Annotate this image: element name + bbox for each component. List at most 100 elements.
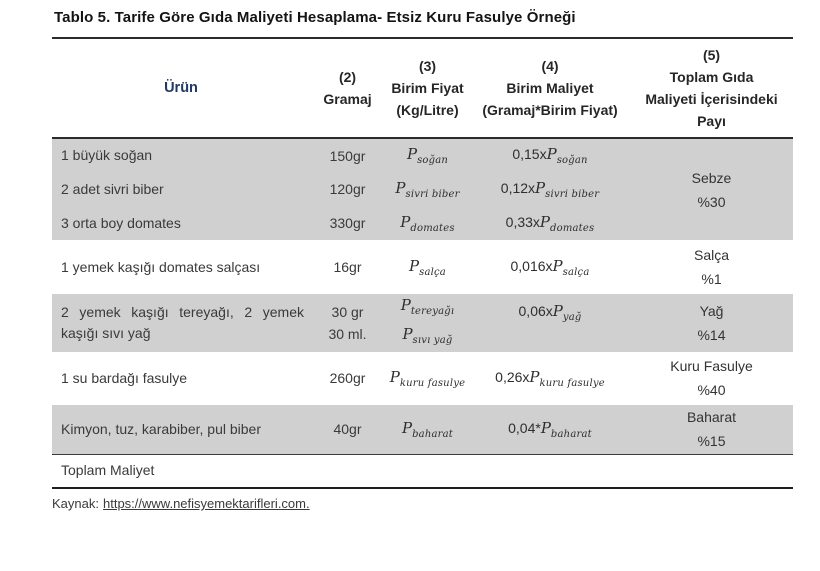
share-label: Yağ — [699, 302, 724, 319]
header-birim-fiyat-number: (3) — [418, 58, 437, 74]
header-toplam-pay-number: (5) — [702, 47, 721, 63]
price-symbol: P — [400, 212, 411, 231]
cost-coefficient: 0,06x — [518, 303, 553, 319]
unit-cost-cell: 0,26xPkuru fasulye — [470, 352, 630, 405]
cost-coefficient: 0,12x — [500, 179, 536, 196]
price-symbol: P — [406, 145, 418, 164]
share-cell: Yağ %14 — [630, 294, 793, 352]
price-subscript: kuru fasulye — [399, 377, 466, 389]
gramaj-cell: 260gr — [329, 370, 366, 387]
header-gramaj-number: (2) — [338, 69, 357, 85]
unit-price-cell: Pbaharat — [385, 404, 470, 455]
share-cell: Baharat %15 — [630, 404, 793, 455]
unit-price-cell: Pkuru fasulye — [385, 352, 470, 405]
price-symbol: P — [402, 324, 413, 343]
gramaj-cell: 40gr — [310, 404, 385, 455]
cost-coefficient: 0,016x — [510, 257, 553, 274]
cost-subscript: yağ — [562, 311, 582, 323]
gramaj-cell: 120gr — [310, 172, 385, 206]
share-cell: Salça %1 — [630, 240, 793, 294]
product-cell: 1 büyük soğan — [52, 138, 310, 172]
share-group-label: Sebze — [691, 169, 732, 186]
header-birim-fiyat-label: Birim Fiyat (Kg/Litre) — [391, 80, 464, 118]
header-birim-maliyet: (4) Birim Maliyet (Gramaj*Birim Fiyat) — [470, 38, 630, 138]
share-label: Salça — [693, 247, 730, 263]
share-cell: Kuru Fasulye %40 — [630, 352, 793, 405]
header-row: Ürün (2) Gramaj (3) Birim Fiyat (Kg/Litr… — [52, 38, 793, 138]
share-pct: %1 — [701, 271, 722, 287]
unit-price-cell: Ptereyağı Psıvı yağ — [385, 294, 470, 352]
unit-cost-cell: 0,06xPyağ — [470, 294, 630, 352]
table-row: 2 yemek kaşığı tereyağı, 2 yemek kaşığı … — [52, 294, 793, 352]
header-birim-fiyat: (3) Birim Fiyat (Kg/Litre) — [385, 38, 470, 138]
table-title: Tablo 5. Tarife Göre Gıda Maliyeti Hesap… — [54, 9, 576, 26]
table-container: Ürün (2) Gramaj (3) Birim Fiyat (Kg/Litr… — [52, 37, 793, 489]
price-symbol: P — [535, 178, 546, 197]
unit-cost-cell: 0,12xPsivri biber — [470, 172, 630, 206]
unit-cost-cell: 0,15xPsoğan — [470, 138, 630, 172]
source-label: Kaynak: — [52, 496, 99, 511]
product-cell: 1 su bardağı fasulye — [61, 369, 188, 386]
share-group-pct: %30 — [697, 193, 726, 210]
price-subscript: sivri biber — [405, 188, 460, 200]
gramaj-line2: 30 ml. — [328, 325, 367, 342]
gramaj-cell: 16gr — [333, 259, 362, 275]
unit-cost-cell: 0,04*Pbaharat — [470, 404, 630, 455]
product-cell: 2 yemek kaşığı tereyağı, 2 yemek kaşığı … — [52, 294, 310, 352]
price-subscript: sıvı yağ — [412, 334, 453, 346]
total-cost-label: Toplam Maliyet — [52, 454, 793, 488]
cost-subscript: sivri biber — [545, 188, 600, 200]
cost-coefficient: 0,26x — [495, 368, 530, 385]
header-gramaj-label: Gramaj — [323, 91, 372, 107]
header-birim-maliyet-label: Birim Maliyet (Gramaj*Birim Fiyat) — [482, 80, 618, 118]
gramaj-cell: 150gr — [310, 138, 385, 172]
cost-subscript: kuru fasulye — [539, 377, 605, 389]
share-label: Kuru Fasulye — [670, 358, 753, 375]
cost-coefficient: 0,33x — [505, 213, 540, 230]
share-pct: %15 — [697, 433, 726, 450]
share-cell: Sebze %30 — [630, 138, 793, 240]
product-cell: 1 yemek kaşığı domates salçası — [61, 258, 261, 275]
price-symbol: P — [409, 256, 420, 275]
total-cost-row: Toplam Maliyet — [52, 454, 793, 488]
table-row: 3 orta boy domates 330gr Pdomates 0,33xP… — [52, 206, 793, 240]
price-symbol: P — [401, 418, 413, 437]
cost-subscript: soğan — [556, 154, 588, 166]
food-cost-table: Ürün (2) Gramaj (3) Birim Fiyat (Kg/Litr… — [52, 37, 793, 489]
unit-price-cell: Psivri biber — [385, 172, 470, 206]
price-symbol: P — [539, 212, 550, 231]
table-row: 1 su bardağı fasulye 260gr Pkuru fasulye… — [52, 352, 793, 405]
cost-subscript: domates — [550, 222, 595, 234]
unit-cost-cell: 0,016xPsalça — [470, 240, 630, 294]
gramaj-cell: 330gr — [310, 206, 385, 240]
price-symbol: P — [552, 302, 563, 320]
price-symbol: P — [540, 418, 551, 437]
price-subscript: salça — [419, 266, 446, 278]
price-subscript: baharat — [412, 428, 454, 440]
unit-price-cell: Psalça — [385, 240, 470, 294]
header-gramaj: (2) Gramaj — [310, 38, 385, 138]
table-row: Kimyon, tuz, karabiber, pul biber 40gr P… — [52, 404, 793, 455]
header-toplam-pay: (5) Toplam Gıda Maliyeti İçerisindeki Pa… — [630, 38, 793, 138]
source-link[interactable]: https://www.nefisyemektarifleri.com. — [102, 496, 310, 511]
table-row: 2 adet sivri biber 120gr Psivri biber 0,… — [52, 172, 793, 206]
header-birim-maliyet-number: (4) — [541, 58, 559, 74]
share-pct: %40 — [697, 382, 726, 399]
price-subscript: soğan — [417, 154, 449, 166]
table-row: 1 yemek kaşığı domates salçası 16gr Psal… — [52, 240, 793, 294]
price-symbol: P — [389, 367, 400, 386]
header-toplam-pay-label: Toplam Gıda Maliyeti İçerisindeki Payı — [645, 69, 778, 129]
share-pct: %14 — [697, 326, 726, 343]
cost-subscript: salça — [562, 266, 590, 278]
unit-cost-cell: 0,33xPdomates — [470, 206, 630, 240]
price-symbol: P — [546, 145, 557, 164]
cost-coefficient: 0,04* — [508, 419, 541, 436]
header-urun-label: Ürün — [164, 80, 198, 96]
price-subscript: domates — [410, 222, 455, 234]
cost-coefficient: 0,15x — [512, 146, 547, 163]
price-subscript: tereyağı — [410, 305, 455, 317]
gramaj-cell: 30 gr 30 ml. — [310, 294, 385, 352]
unit-price-cell: Pdomates — [385, 206, 470, 240]
price-symbol: P — [395, 178, 406, 197]
